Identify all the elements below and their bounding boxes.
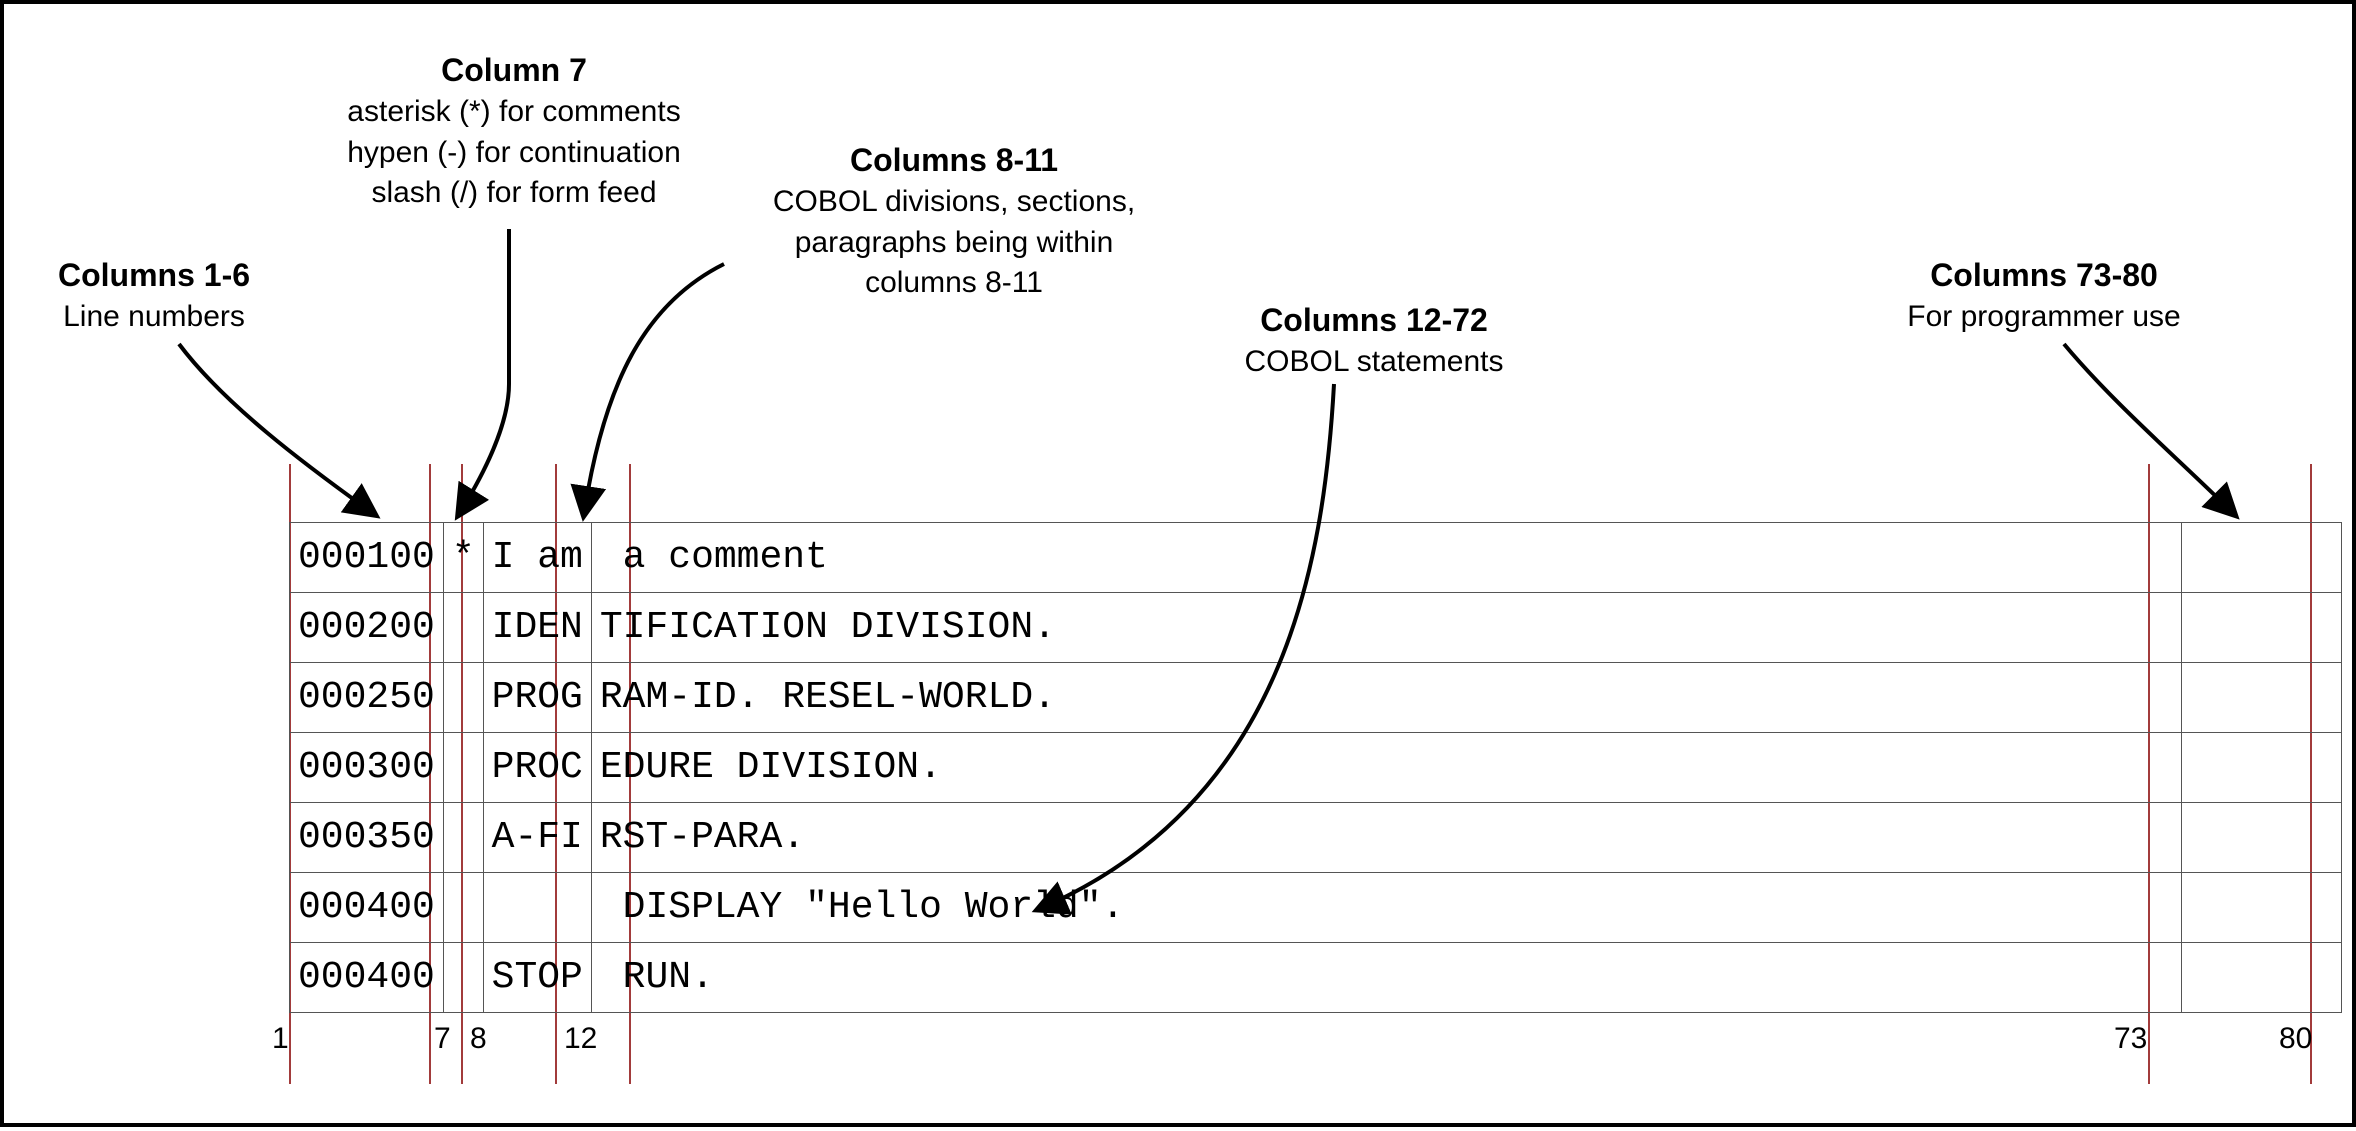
cell-prog — [2181, 663, 2341, 733]
annotation-col12-72: Columns 12-72 COBOL statements — [1204, 299, 1544, 383]
table-row: 000100 * I am a comment — [290, 523, 2342, 593]
cell-area-a: PROG — [483, 663, 591, 733]
code-table-body: 000100 * I am a comment 000200 IDEN TIFI… — [290, 523, 2342, 1013]
annotation-title: Columns 1-6 — [24, 254, 284, 297]
cell-prog — [2181, 943, 2341, 1013]
table-row: 000350 A-FI RST-PARA. — [290, 803, 2342, 873]
annotation-col73-80: Columns 73-80 For programmer use — [1874, 254, 2214, 338]
cell-indicator — [443, 873, 483, 943]
annotation-desc: columns 8-11 — [724, 263, 1184, 304]
cell-area-a — [483, 873, 591, 943]
cobol-code-table: 000100 * I am a comment 000200 IDEN TIFI… — [289, 522, 2342, 1013]
annotation-desc: hypen (-) for continuation — [304, 133, 724, 174]
axis-label-73: 73 — [2114, 1022, 2147, 1056]
cell-prog — [2181, 593, 2341, 663]
cell-indicator — [443, 733, 483, 803]
cell-lineno: 000400 — [290, 873, 444, 943]
cell-indicator — [443, 593, 483, 663]
axis-label-1: 1 — [272, 1022, 289, 1056]
cell-area-b: DISPLAY "Hello World". — [591, 873, 2181, 943]
cell-area-a: PROC — [483, 733, 591, 803]
annotation-desc: asterisk (*) for comments — [304, 92, 724, 133]
cell-area-b: EDURE DIVISION. — [591, 733, 2181, 803]
cell-indicator — [443, 803, 483, 873]
axis-label-7: 7 — [434, 1022, 451, 1056]
annotation-col8-11: Columns 8-11 COBOL divisions, sections, … — [724, 139, 1184, 304]
cell-area-b: RAM-ID. RESEL-WORLD. — [591, 663, 2181, 733]
axis-label-12: 12 — [564, 1022, 597, 1056]
annotation-title: Columns 12-72 — [1204, 299, 1544, 342]
cell-lineno: 000300 — [290, 733, 444, 803]
table-row: 000250 PROG RAM-ID. RESEL-WORLD. — [290, 663, 2342, 733]
table-row: 000400 STOP RUN. — [290, 943, 2342, 1013]
cell-area-a: I am — [483, 523, 591, 593]
annotation-desc: COBOL statements — [1204, 342, 1544, 383]
cell-area-b: TIFICATION DIVISION. — [591, 593, 2181, 663]
annotation-desc: COBOL divisions, sections, — [724, 182, 1184, 223]
annotation-title: Columns 8-11 — [724, 139, 1184, 182]
cell-area-a: STOP — [483, 943, 591, 1013]
annotation-title: Columns 73-80 — [1874, 254, 2214, 297]
annotation-title: Column 7 — [304, 49, 724, 92]
cell-area-a: IDEN — [483, 593, 591, 663]
diagram-frame: Columns 1-6 Line numbers Column 7 asteri… — [0, 0, 2356, 1127]
annotation-desc: For programmer use — [1874, 297, 2214, 338]
cell-lineno: 000350 — [290, 803, 444, 873]
annotation-desc: slash (/) for form feed — [304, 173, 724, 214]
annotation-desc: paragraphs being within — [724, 223, 1184, 264]
axis-label-8: 8 — [470, 1022, 487, 1056]
cell-area-b: RUN. — [591, 943, 2181, 1013]
cell-indicator: * — [443, 523, 483, 593]
cell-indicator — [443, 663, 483, 733]
table-row: 000300 PROC EDURE DIVISION. — [290, 733, 2342, 803]
cell-prog — [2181, 523, 2341, 593]
table-row: 000400 DISPLAY "Hello World". — [290, 873, 2342, 943]
cell-area-b: RST-PARA. — [591, 803, 2181, 873]
axis-label-80: 80 — [2279, 1022, 2312, 1056]
annotation-col7: Column 7 asterisk (*) for comments hypen… — [304, 49, 724, 214]
table-row: 000200 IDEN TIFICATION DIVISION. — [290, 593, 2342, 663]
cell-prog — [2181, 733, 2341, 803]
annotation-desc: Line numbers — [24, 297, 284, 338]
cell-lineno: 000100 — [290, 523, 444, 593]
cell-lineno: 000400 — [290, 943, 444, 1013]
cell-lineno: 000200 — [290, 593, 444, 663]
cell-area-a: A-FI — [483, 803, 591, 873]
cell-area-b: a comment — [591, 523, 2181, 593]
cell-prog — [2181, 873, 2341, 943]
annotation-col1-6: Columns 1-6 Line numbers — [24, 254, 284, 338]
cell-prog — [2181, 803, 2341, 873]
cell-indicator — [443, 943, 483, 1013]
cell-lineno: 000250 — [290, 663, 444, 733]
